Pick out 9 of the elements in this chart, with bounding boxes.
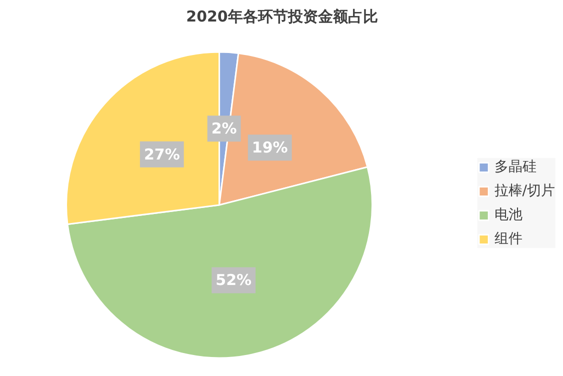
data-label: 27% (144, 145, 180, 164)
data-label: 52% (216, 271, 252, 290)
chart-title: 2020年各环节投资金额占比 (186, 8, 378, 26)
legend-label: 多晶硅 (494, 158, 536, 176)
data-label: 19% (252, 138, 288, 157)
legend-label: 拉棒/切片 (494, 182, 555, 200)
data-label: 2% (211, 120, 237, 138)
legend-label: 电池 (494, 206, 522, 224)
legend-label: 组件 (494, 230, 522, 248)
